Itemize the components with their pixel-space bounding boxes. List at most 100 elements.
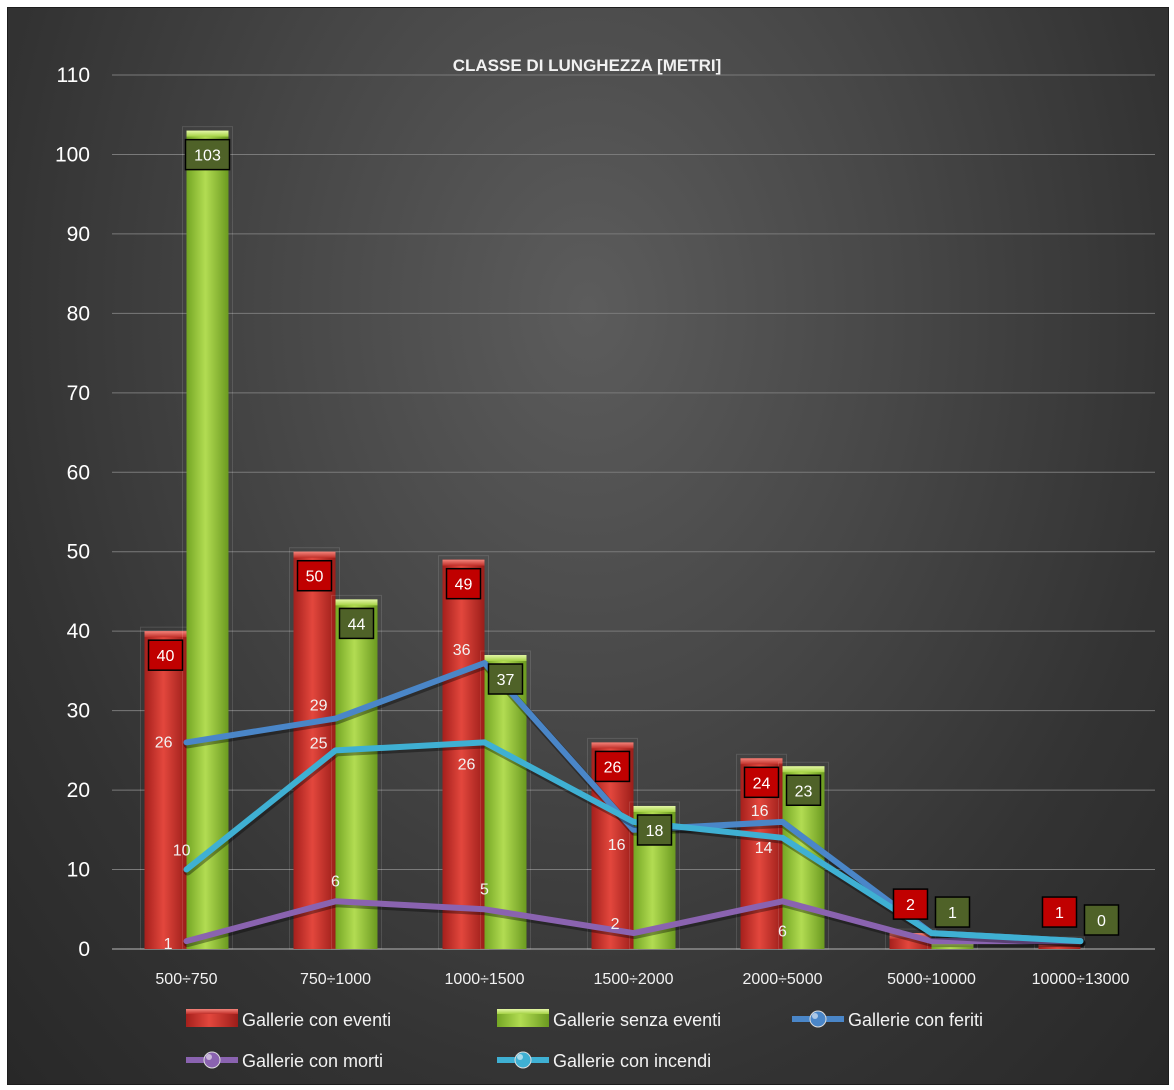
data-label-box bbox=[445, 567, 482, 600]
y-tick-label: 90 bbox=[67, 223, 90, 246]
bar-cap bbox=[442, 559, 485, 566]
line-data-label: 25 bbox=[310, 735, 328, 752]
series-line bbox=[183, 739, 1084, 945]
line-data-label: 6 bbox=[778, 923, 787, 940]
bar bbox=[335, 599, 378, 949]
y-tick-label: 30 bbox=[67, 700, 90, 723]
y-tick-label: 100 bbox=[55, 143, 90, 166]
data-label: 24 bbox=[753, 775, 771, 792]
data-label: 23 bbox=[795, 783, 813, 800]
lines bbox=[183, 660, 1086, 948]
legend: Gallerie con eventi Gallerie senza eventi… bbox=[186, 1009, 983, 1071]
series-line bbox=[183, 898, 1084, 945]
line-data-label: 6 bbox=[331, 873, 340, 890]
line-data-label: 26 bbox=[458, 756, 476, 773]
y-tick-label: 0 bbox=[78, 938, 90, 961]
bar bbox=[186, 130, 229, 950]
x-tick-label: 10000÷13000 bbox=[1032, 971, 1130, 988]
legend-marker bbox=[809, 1010, 827, 1028]
legend-item: Gallerie con eventi bbox=[186, 1009, 391, 1030]
line-data-label: 2 bbox=[611, 916, 620, 933]
legend-marker bbox=[203, 1051, 221, 1069]
legend-marker-highlight bbox=[517, 1054, 523, 1060]
data-label-box bbox=[743, 766, 780, 799]
data-label: 44 bbox=[348, 616, 366, 633]
legend-label: Gallerie con feriti bbox=[848, 1010, 983, 1030]
y-tick-label: 60 bbox=[67, 461, 90, 484]
data-label-box bbox=[934, 896, 971, 928]
y-tick-label: 50 bbox=[67, 541, 90, 564]
data-label-box bbox=[296, 559, 333, 592]
x-tick-label: 5000÷10000 bbox=[887, 971, 976, 988]
bar bbox=[144, 631, 187, 949]
data-label: 26 bbox=[604, 759, 622, 776]
y-tick-label: 10 bbox=[67, 859, 90, 882]
legend-marker bbox=[514, 1051, 532, 1069]
bar bbox=[293, 551, 336, 949]
legend-marker-highlight bbox=[812, 1013, 818, 1019]
legend-label: Gallerie con morti bbox=[242, 1051, 383, 1071]
y-tick-label: 80 bbox=[67, 302, 90, 325]
data-label-box bbox=[1083, 904, 1120, 936]
line-data-label: 5 bbox=[480, 881, 489, 898]
bar-cap bbox=[782, 766, 825, 773]
x-tick-label: 2000÷5000 bbox=[743, 971, 823, 988]
data-label: 49 bbox=[455, 577, 473, 594]
line-data-label: 14 bbox=[755, 840, 773, 857]
chart-title: CLASSE DI LUNGHEZZA [METRI] bbox=[453, 56, 722, 75]
data-label: 37 bbox=[497, 672, 515, 689]
y-tick-label: 70 bbox=[67, 382, 90, 405]
bar-cap bbox=[740, 758, 783, 765]
legend-item: Gallerie con incendi bbox=[497, 1051, 711, 1071]
data-label: 18 bbox=[646, 823, 664, 840]
data-label-box bbox=[636, 814, 673, 846]
data-label: 0 bbox=[1097, 913, 1106, 930]
data-label: 1 bbox=[1055, 905, 1064, 922]
line-data-label: 29 bbox=[310, 698, 328, 715]
legend-marker-highlight bbox=[206, 1054, 212, 1060]
legend-item: Gallerie con morti bbox=[186, 1051, 383, 1071]
x-tick-label: 750÷1000 bbox=[300, 971, 371, 988]
data-label: 40 bbox=[157, 648, 175, 665]
data-label-box bbox=[147, 639, 184, 671]
legend-item: Gallerie con feriti bbox=[792, 1010, 983, 1030]
legend-label: Gallerie senza eventi bbox=[553, 1010, 721, 1030]
line-data-label: 1 bbox=[164, 936, 173, 953]
bar-cap bbox=[293, 551, 336, 558]
bar-cap bbox=[484, 655, 527, 662]
data-label-box bbox=[594, 750, 631, 783]
x-axis: 500÷750 750÷1000 1000÷1500 1500÷2000 2000÷50… bbox=[112, 948, 1155, 988]
legend-item: Gallerie senza eventi bbox=[497, 1009, 721, 1030]
data-label-box bbox=[184, 138, 231, 171]
line-data-label: 26 bbox=[155, 734, 173, 751]
line-data-label: 10 bbox=[173, 843, 191, 860]
data-label: 2 bbox=[906, 897, 915, 914]
x-tick-label: 1000÷1500 bbox=[445, 971, 525, 988]
legend-label: Gallerie con incendi bbox=[553, 1051, 711, 1071]
bar-cap bbox=[633, 805, 676, 812]
data-label-box bbox=[892, 888, 929, 920]
x-tick-label: 1500÷2000 bbox=[594, 971, 674, 988]
data-label-box bbox=[338, 607, 375, 640]
legend-swatch-cap bbox=[186, 1009, 238, 1014]
y-tick-label: 110 bbox=[57, 64, 90, 87]
data-label-box bbox=[487, 663, 524, 695]
bar-cap bbox=[144, 631, 187, 638]
legend-swatch-cap bbox=[497, 1009, 549, 1014]
y-tick-label: 20 bbox=[67, 779, 90, 802]
bar bbox=[442, 559, 485, 949]
data-label-box bbox=[1041, 896, 1078, 928]
bars bbox=[140, 126, 1085, 950]
data-label: 1 bbox=[948, 905, 957, 922]
x-tick-label: 500÷750 bbox=[155, 971, 217, 988]
data-label: 50 bbox=[306, 569, 324, 586]
line-data-label: 36 bbox=[453, 642, 471, 659]
chart-frame: 0 10 20 30 40 50 60 70 80 90 100 110 500÷750 750÷100… bbox=[7, 7, 1169, 1085]
bar-cap bbox=[186, 130, 229, 137]
y-tick-label: 40 bbox=[67, 620, 90, 643]
bar-cap bbox=[591, 742, 634, 749]
y-axis: 0 10 20 30 40 50 60 70 80 90 100 110 bbox=[55, 64, 90, 961]
line-data-label: 16 bbox=[608, 837, 626, 854]
